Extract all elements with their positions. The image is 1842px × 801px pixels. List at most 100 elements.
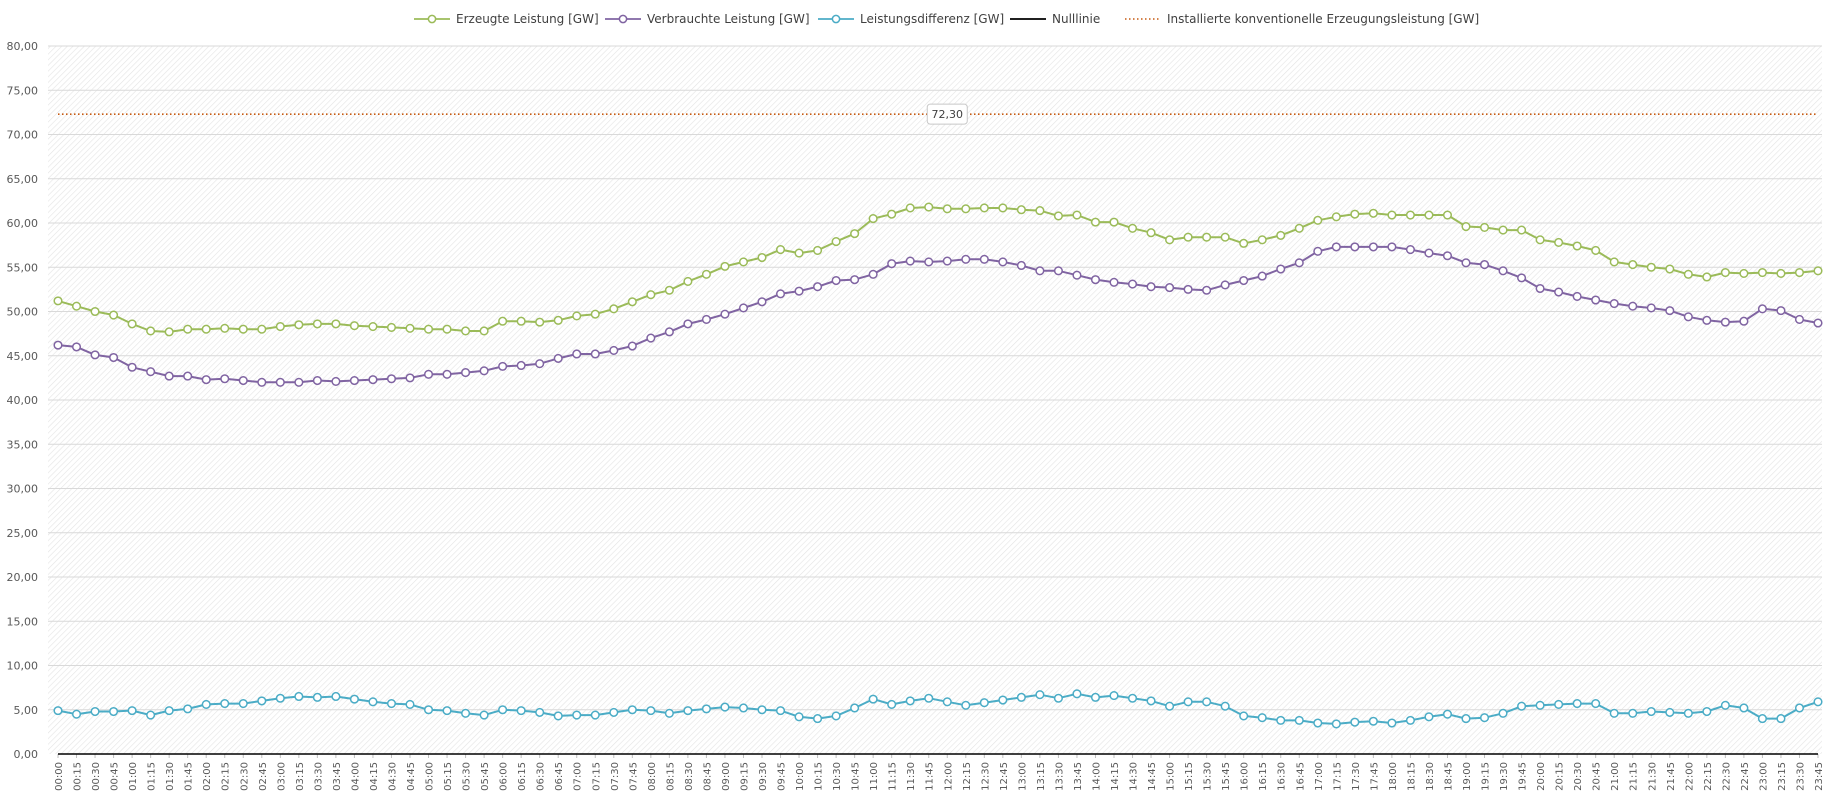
x-tick-label: 10:00 xyxy=(795,762,806,791)
data-point xyxy=(1498,266,1508,276)
data-point xyxy=(794,712,804,722)
data-point xyxy=(1813,318,1823,328)
data-point xyxy=(1794,268,1805,278)
data-point xyxy=(349,321,359,331)
data-point xyxy=(1035,266,1045,276)
data-point xyxy=(850,275,860,285)
data-point xyxy=(701,269,711,279)
data-point xyxy=(461,326,471,336)
data-point xyxy=(164,706,174,716)
x-tick-label: 02:45 xyxy=(258,762,269,791)
data-point xyxy=(942,204,952,214)
x-tick-label: 03:00 xyxy=(276,762,287,791)
x-tick-label: 18:30 xyxy=(1425,762,1436,791)
data-point xyxy=(701,314,711,325)
y-tick-label: 50,00 xyxy=(7,306,39,319)
data-point xyxy=(924,257,934,267)
data-point xyxy=(1387,210,1397,220)
data-point xyxy=(757,705,767,715)
data-point xyxy=(553,711,563,721)
data-point xyxy=(1794,703,1805,713)
data-point xyxy=(905,696,915,706)
x-tick-label: 08:00 xyxy=(647,762,658,791)
data-point xyxy=(1554,287,1564,297)
data-point xyxy=(1220,280,1230,290)
data-point xyxy=(1146,696,1156,706)
data-point xyxy=(275,693,285,703)
x-tick-label: 12:00 xyxy=(943,762,954,791)
data-point xyxy=(998,203,1008,213)
data-point xyxy=(349,375,359,386)
data-point xyxy=(331,691,341,702)
x-tick-label: 02:15 xyxy=(221,762,232,791)
x-tick-label: 05:30 xyxy=(462,762,473,791)
gridlines xyxy=(48,45,1822,711)
data-point xyxy=(1646,706,1656,717)
data-point xyxy=(1554,237,1564,248)
data-point xyxy=(442,706,452,716)
data-point xyxy=(590,309,600,319)
data-point xyxy=(1165,283,1175,293)
x-tick-label: 08:15 xyxy=(665,762,676,791)
x-tick-label: 09:30 xyxy=(758,762,769,791)
data-point xyxy=(1702,272,1712,282)
data-point xyxy=(1535,283,1545,294)
x-tick-label: 13:45 xyxy=(1073,762,1084,791)
data-point xyxy=(572,311,582,321)
data-point xyxy=(1776,714,1786,724)
data-point xyxy=(127,362,137,372)
data-point xyxy=(1331,212,1341,222)
data-point xyxy=(127,319,137,329)
data-point xyxy=(572,349,582,359)
data-point xyxy=(220,323,230,333)
data-point xyxy=(368,375,378,385)
data-point xyxy=(368,321,378,332)
data-point xyxy=(924,693,934,703)
x-tick-label: 11:30 xyxy=(906,762,917,791)
data-point xyxy=(1442,251,1453,261)
data-point xyxy=(831,711,841,721)
data-point xyxy=(1665,306,1675,316)
x-tick-label: 09:00 xyxy=(721,762,732,791)
x-tick-label: 14:00 xyxy=(1091,762,1102,791)
data-point xyxy=(683,319,693,329)
data-point xyxy=(1239,711,1249,721)
series-1 xyxy=(53,242,1823,387)
data-point xyxy=(1517,273,1527,283)
data-point xyxy=(924,202,934,212)
data-point xyxy=(1461,221,1471,232)
x-tick-label: 21:30 xyxy=(1647,762,1658,791)
data-point xyxy=(442,369,452,379)
data-point xyxy=(757,297,767,307)
data-point xyxy=(1350,209,1360,219)
data-point xyxy=(627,341,637,351)
x-tick-label: 03:45 xyxy=(332,762,343,791)
x-tick-label: 07:30 xyxy=(610,762,621,791)
data-point xyxy=(1572,291,1582,302)
data-point xyxy=(1331,242,1341,252)
x-tick-label: 22:30 xyxy=(1721,762,1732,791)
y-tick-label: 55,00 xyxy=(7,261,39,274)
data-point xyxy=(775,245,786,255)
data-point xyxy=(1683,708,1693,718)
data-point xyxy=(1609,708,1619,718)
y-tick-label: 45,00 xyxy=(7,350,39,363)
data-point xyxy=(275,377,285,387)
data-point xyxy=(1183,232,1193,242)
data-point xyxy=(71,301,82,311)
data-point xyxy=(664,327,674,337)
data-point xyxy=(720,261,730,271)
annotation-box xyxy=(926,103,968,125)
y-tick-label: 25,00 xyxy=(7,527,39,540)
y-tick-label: 70,00 xyxy=(7,129,39,142)
data-point xyxy=(850,229,860,239)
x-tick-label: 01:15 xyxy=(147,762,158,791)
data-point xyxy=(405,323,415,333)
data-point xyxy=(1313,718,1323,728)
data-point xyxy=(1053,211,1063,221)
data-point xyxy=(1572,699,1582,709)
x-tick-label: 15:30 xyxy=(1203,762,1214,791)
data-point xyxy=(831,275,841,286)
data-point xyxy=(998,257,1008,267)
